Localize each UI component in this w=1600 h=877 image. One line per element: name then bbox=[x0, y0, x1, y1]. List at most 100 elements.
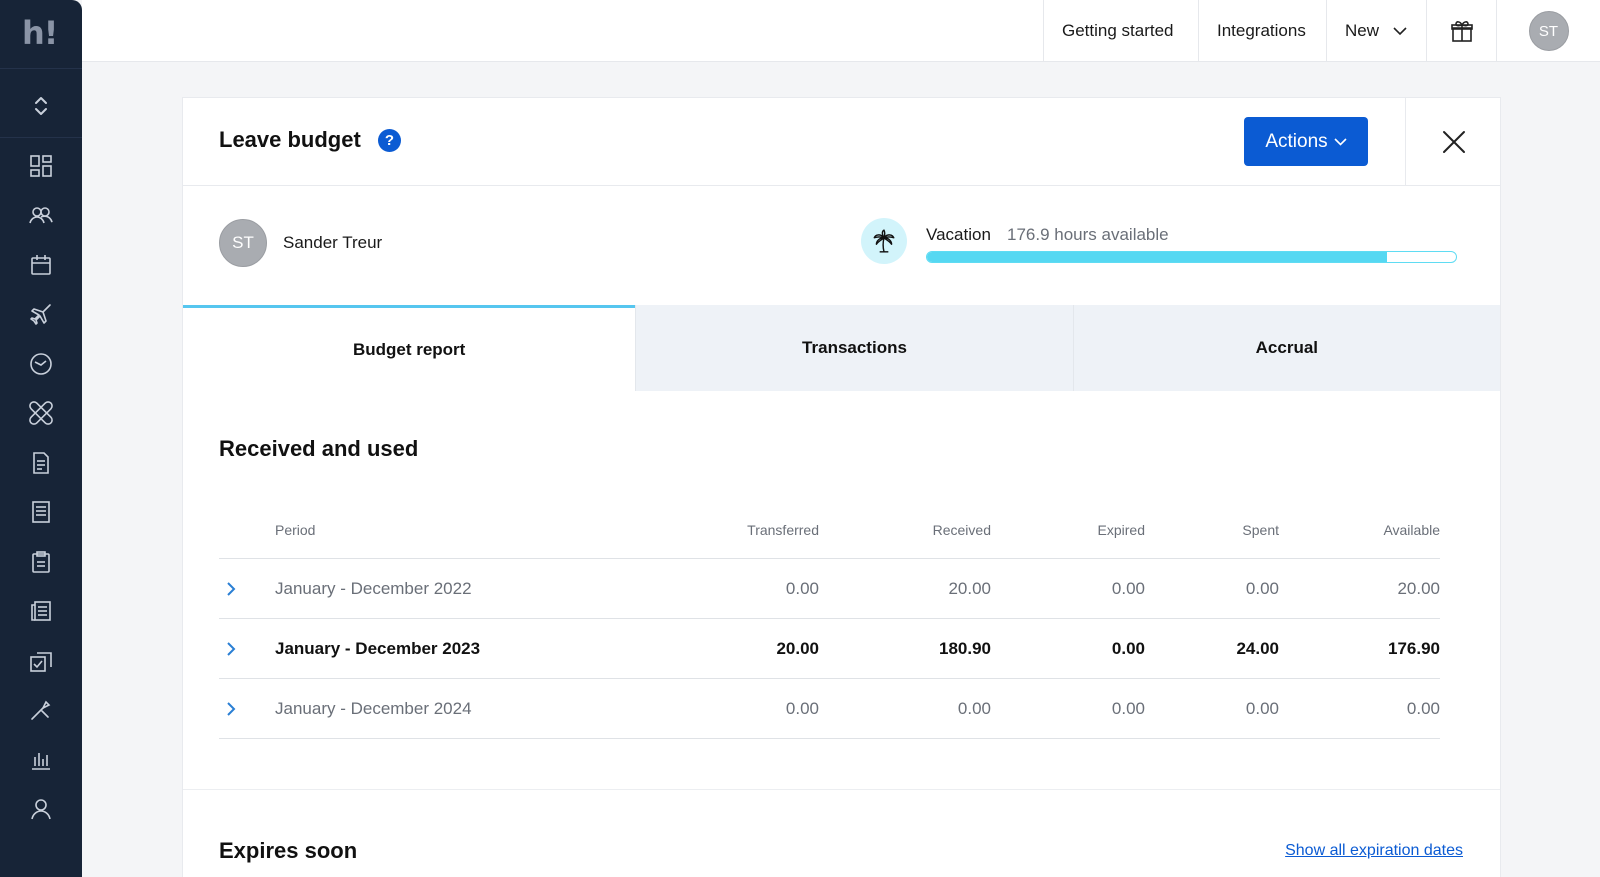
header-period: Period bbox=[275, 522, 316, 538]
sidebar-nav bbox=[0, 141, 82, 834]
row-period: January - December 2023 bbox=[275, 638, 481, 658]
close-button[interactable] bbox=[1405, 98, 1502, 186]
budget-progress-bar bbox=[926, 251, 1457, 263]
gift-button[interactable] bbox=[1426, 0, 1496, 62]
user-icon bbox=[31, 799, 51, 820]
sidebar-item-tasks[interactable] bbox=[0, 537, 82, 587]
sidebar-item-tools[interactable] bbox=[0, 686, 82, 736]
calendar-icon bbox=[31, 254, 51, 275]
row-expired: 0.00 bbox=[1111, 578, 1145, 598]
sidebar-item-files[interactable] bbox=[0, 587, 82, 637]
sidebar-item-employees[interactable] bbox=[0, 191, 82, 241]
row-spent: 0.00 bbox=[1245, 698, 1279, 718]
clock-icon bbox=[30, 352, 52, 375]
row-available: 0.00 bbox=[1406, 698, 1440, 718]
getting-started-link[interactable]: Getting started bbox=[1043, 0, 1198, 62]
gift-icon bbox=[1450, 21, 1473, 42]
tab-budget-report[interactable]: Budget report bbox=[183, 305, 636, 391]
row-transferred: 20.00 bbox=[776, 638, 819, 658]
chevron-right-icon[interactable] bbox=[225, 559, 237, 618]
check-copy-icon bbox=[30, 651, 52, 672]
avatar: ST bbox=[1528, 11, 1569, 51]
dashboard-icon bbox=[30, 154, 52, 177]
show-expiration-dates-link[interactable]: Show all expiration dates bbox=[1285, 842, 1463, 859]
sidebar-item-profile[interactable] bbox=[0, 785, 82, 835]
header-received: Received bbox=[932, 522, 991, 538]
users-icon bbox=[29, 207, 53, 224]
bar-chart-icon bbox=[32, 752, 50, 770]
header-spent: Spent bbox=[1242, 522, 1279, 538]
chevron-down-icon bbox=[1334, 137, 1347, 146]
row-period: January - December 2022 bbox=[275, 578, 472, 598]
airplane-icon bbox=[30, 304, 51, 326]
tab-transactions[interactable]: Transactions bbox=[635, 305, 1073, 391]
sidebar-item-payroll[interactable] bbox=[0, 488, 82, 538]
employee-summary: ST Sander Treur Vacation 176.9 hours ava… bbox=[183, 187, 1500, 305]
budget-table: Period Transferred Received Expired Spen… bbox=[219, 502, 1440, 739]
document-icon bbox=[33, 451, 49, 474]
row-spent: 24.00 bbox=[1236, 638, 1279, 658]
sidebar-divider bbox=[0, 137, 82, 138]
sidebar-item-documents[interactable] bbox=[0, 438, 82, 488]
close-icon bbox=[1443, 131, 1465, 153]
bandage-icon bbox=[29, 401, 53, 426]
chevron-down-icon bbox=[1393, 26, 1407, 35]
panel-header: Leave budget ? Actions bbox=[183, 98, 1500, 186]
clipboard-icon bbox=[32, 550, 50, 573]
sidebar-item-time[interactable] bbox=[0, 339, 82, 389]
header-available: Available bbox=[1383, 522, 1440, 538]
chevron-up-down-icon[interactable] bbox=[27, 92, 55, 120]
row-expired: 0.00 bbox=[1111, 638, 1145, 658]
sidebar-item-approvals[interactable] bbox=[0, 636, 82, 686]
tab-accrual[interactable]: Accrual bbox=[1072, 305, 1500, 391]
employee-name: Sander Treur bbox=[283, 233, 383, 252]
actions-button[interactable]: Actions bbox=[1244, 117, 1368, 166]
hours-available: 176.9 hours available bbox=[1007, 225, 1169, 244]
sidebar-item-absence[interactable] bbox=[0, 389, 82, 439]
row-received: 180.90 bbox=[939, 638, 991, 658]
files-icon bbox=[31, 601, 51, 622]
row-received: 20.00 bbox=[948, 578, 991, 598]
actions-label: Actions bbox=[1265, 130, 1328, 152]
row-available: 20.00 bbox=[1397, 578, 1440, 598]
receipt-icon bbox=[32, 501, 50, 524]
new-label: New bbox=[1345, 21, 1380, 40]
page-title: Leave budget bbox=[219, 127, 361, 152]
new-dropdown[interactable]: New bbox=[1326, 0, 1426, 62]
app-logo[interactable]: h! bbox=[22, 14, 58, 52]
row-received: 0.00 bbox=[957, 698, 991, 718]
header-expired: Expired bbox=[1097, 522, 1145, 538]
employee-avatar: ST bbox=[219, 219, 267, 267]
user-menu[interactable]: ST bbox=[1496, 0, 1600, 62]
tab-bar: Budget report Transactions Accrual bbox=[183, 305, 1500, 391]
budget-type-label: Vacation bbox=[926, 225, 991, 244]
row-transferred: 0.00 bbox=[785, 698, 819, 718]
sidebar-item-leave[interactable] bbox=[0, 290, 82, 340]
leave-budget-panel: Leave budget ? Actions ST Sander Treur V… bbox=[182, 97, 1501, 877]
section-title: Received and used bbox=[219, 436, 419, 461]
integrations-link[interactable]: Integrations bbox=[1198, 0, 1326, 62]
table-row[interactable]: January - December 2022 0.00 20.00 0.00 … bbox=[219, 559, 1440, 619]
table-header: Period Transferred Received Expired Spen… bbox=[219, 502, 1440, 559]
palm-tree-icon bbox=[861, 218, 907, 264]
chevron-right-icon[interactable] bbox=[225, 679, 237, 738]
sidebar-divider bbox=[0, 68, 82, 69]
section-divider bbox=[183, 789, 1500, 790]
row-period: January - December 2024 bbox=[275, 698, 472, 718]
budget-progress-fill bbox=[927, 252, 1388, 262]
table-row[interactable]: January - December 2024 0.00 0.00 0.00 0… bbox=[219, 679, 1440, 739]
expires-soon-title: Expires soon bbox=[219, 838, 358, 863]
sidebar-item-dashboard[interactable] bbox=[0, 141, 82, 191]
sidebar-item-reports[interactable] bbox=[0, 735, 82, 785]
tools-icon bbox=[31, 700, 51, 721]
chevron-right-icon[interactable] bbox=[225, 619, 237, 678]
row-available: 176.90 bbox=[1388, 638, 1440, 658]
sidebar-item-calendar[interactable] bbox=[0, 240, 82, 290]
row-transferred: 0.00 bbox=[785, 578, 819, 598]
header-transferred: Transferred bbox=[747, 522, 819, 538]
table-row[interactable]: January - December 2023 20.00 180.90 0.0… bbox=[219, 619, 1440, 679]
sidebar: h! bbox=[0, 0, 82, 877]
row-spent: 0.00 bbox=[1245, 578, 1279, 598]
help-icon[interactable]: ? bbox=[378, 129, 401, 152]
row-expired: 0.00 bbox=[1111, 698, 1145, 718]
